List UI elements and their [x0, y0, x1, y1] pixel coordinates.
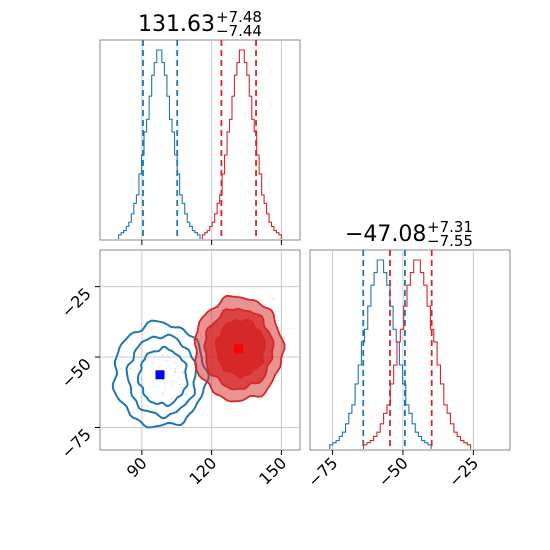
- histogram-series-1: [201, 49, 282, 239]
- scatter-point: [182, 371, 185, 373]
- title-median: 131.63: [138, 12, 215, 37]
- scatter-point: [180, 387, 182, 390]
- y-tick-label: −75: [58, 425, 95, 462]
- scatter-point: [151, 353, 153, 356]
- y-tick-label: −50: [58, 354, 95, 391]
- x-tick-label: 90: [123, 453, 151, 481]
- histogram-series-0: [118, 49, 201, 239]
- scatter-point: [160, 393, 163, 396]
- x-tick-label: −50: [374, 453, 411, 490]
- scatter-point: [177, 412, 180, 414]
- scatter-point: [292, 327, 295, 329]
- scatter-point: [179, 347, 181, 350]
- contour-middle: [125, 333, 198, 420]
- title-minus: −7.44: [216, 22, 262, 40]
- scatter-point: [171, 343, 174, 345]
- x-tick-label: −75: [304, 453, 341, 490]
- scatter-point: [151, 361, 154, 364]
- bottom-left-contours: [111, 293, 295, 429]
- title-bottom-right: −47.08 +7.31 −7.55: [345, 218, 473, 250]
- scatter-point: [174, 370, 177, 373]
- bottom-right-grid: [332, 250, 474, 450]
- scatter-point: [162, 354, 165, 356]
- scatter-point: [171, 379, 174, 382]
- scatter-point: [181, 372, 183, 374]
- scatter-point: [140, 377, 143, 380]
- scatter-point: [174, 368, 177, 370]
- scatter-point: [120, 383, 123, 385]
- title-median: −47.08: [345, 222, 426, 247]
- scatter-point: [155, 410, 158, 412]
- contour-outer: [111, 319, 210, 429]
- title-minus: −7.55: [427, 232, 473, 250]
- top-left-histograms: [118, 40, 282, 240]
- scatter-point: [175, 381, 178, 383]
- scatter-point: [166, 359, 168, 362]
- top-left-grid: [141, 40, 282, 240]
- scatter-point: [167, 354, 169, 357]
- title-top-left: 131.63 +7.48 −7.44: [138, 8, 262, 40]
- panel-bottom-right: [309, 249, 511, 451]
- scatter-point: [162, 392, 165, 394]
- scatter-point: [171, 383, 174, 385]
- title-plus: +7.31: [427, 218, 473, 236]
- bottom-right-histograms: [329, 250, 472, 450]
- panel-top-left: [99, 39, 301, 241]
- scatter-point: [139, 346, 142, 349]
- y-tick-label: −25: [58, 284, 95, 321]
- scatter-point: [129, 367, 132, 370]
- scatter-point: [151, 349, 154, 352]
- scatter-point: [146, 405, 149, 408]
- scatter-point: [156, 385, 159, 387]
- scatter-point: [185, 393, 188, 396]
- scatter-point: [143, 332, 146, 334]
- scatter-point: [119, 367, 122, 370]
- scatter-point: [163, 389, 166, 392]
- scatter-point: [135, 381, 138, 384]
- scatter-point: [162, 380, 164, 382]
- histogram-series-0: [329, 259, 432, 449]
- scatter-point: [182, 349, 185, 351]
- x-tick-label: 150: [255, 453, 290, 488]
- scatter-point: [174, 362, 177, 364]
- x-tick-label: −25: [445, 453, 482, 490]
- scatter-point: [174, 370, 176, 373]
- histogram-series-1: [362, 259, 472, 449]
- scatter-point: [135, 420, 138, 422]
- scatter-point: [138, 356, 140, 359]
- scatter-point: [163, 427, 166, 429]
- title-plus: +7.48: [216, 8, 262, 26]
- contour-inner: [136, 345, 189, 408]
- x-tick-label: 120: [185, 453, 220, 488]
- median-marker: [234, 344, 244, 354]
- scatter-point: [153, 385, 156, 388]
- scatter-point: [170, 397, 173, 400]
- median-marker: [155, 370, 165, 380]
- scatter-point: [272, 297, 275, 300]
- scatter-point: [178, 376, 180, 379]
- scatter-point: [163, 382, 166, 385]
- scatter-point: [179, 383, 182, 386]
- scatter-point: [178, 364, 180, 367]
- scatter-point: [238, 293, 241, 296]
- panel-bottom-left: [99, 249, 301, 451]
